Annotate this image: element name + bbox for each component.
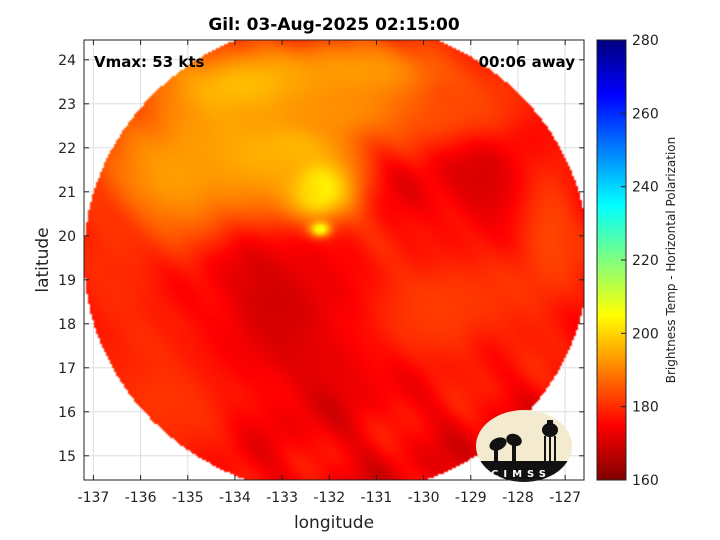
y-tick-label: 18 (58, 317, 76, 333)
x-tick-label: -133 (266, 490, 298, 506)
y-tick-label: 16 (58, 405, 76, 421)
y-tick-label: 24 (58, 53, 76, 69)
x-tick-label: -127 (549, 490, 581, 506)
y-tick-label: 22 (58, 141, 76, 157)
logo-text: CIMSS (491, 469, 551, 480)
colorbar-tick-label: 160 (632, 473, 659, 489)
logo-base-band (476, 461, 572, 482)
y-axis-label: latitude (33, 227, 53, 292)
y-tick-label: 17 (58, 361, 76, 377)
y-tick-label: 19 (58, 273, 76, 289)
satellite-dish-icon (489, 433, 522, 462)
time-away-annotation: 00:06 away (479, 53, 576, 71)
colorbar-tick-label: 260 (632, 106, 659, 122)
colorbar-tick-label: 200 (632, 326, 659, 342)
y-tick-label: 20 (58, 229, 76, 245)
brightness-temperature-heatmap (84, 40, 584, 480)
y-axis: 15 16 17 18 19 20 21 22 23 24 (58, 53, 584, 465)
vmax-annotation: Vmax: 53 kts (94, 53, 204, 71)
x-tick-label: -132 (313, 490, 345, 506)
x-tick-label: -137 (78, 490, 110, 506)
y-tick-label: 23 (58, 97, 76, 113)
x-tick-label: -131 (361, 490, 393, 506)
x-tick-label: -136 (125, 490, 157, 506)
x-axis-label: longitude (294, 513, 374, 533)
y-tick-label: 21 (58, 185, 76, 201)
x-tick-label: -128 (502, 490, 534, 506)
plot-frame (83, 39, 585, 481)
x-tick-label: -135 (172, 490, 204, 506)
colorbar-tick-label: 220 (632, 253, 659, 269)
x-tick-label: -134 (219, 490, 251, 506)
colorbar-tick-label: 280 (632, 33, 659, 49)
y-tick-label: 15 (58, 449, 76, 465)
x-axis: -137 -136 -135 -134 -133 -132 -131 -130 -129 -128… (78, 40, 581, 506)
colorbar-label: Brightness Temp - Horizontal Polarizatio… (664, 137, 678, 384)
x-tick-label: -130 (408, 490, 440, 506)
colorbar-tick-label: 180 (632, 400, 659, 416)
chart-title: Gil: 03-Aug-2025 02:15:00 (208, 15, 459, 35)
colorbar-tick-label: 240 (632, 180, 659, 196)
x-tick-label: -129 (455, 490, 487, 506)
colorbar-ticks: 160 180 200 220 240 260 280 (621, 33, 659, 489)
water-tower-icon (542, 420, 558, 462)
cimss-logo: CIMSS (476, 410, 572, 482)
